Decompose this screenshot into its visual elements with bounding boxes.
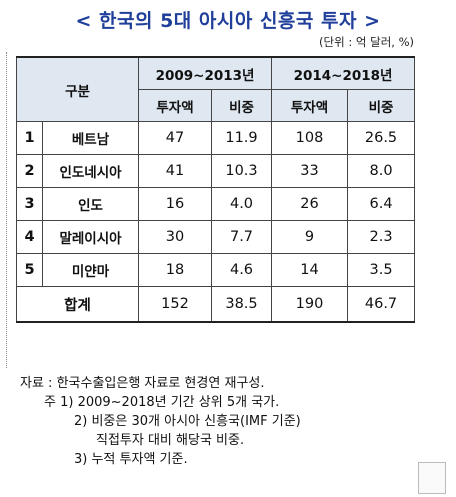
- row-investment-1: 41: [138, 154, 212, 188]
- note-2-line-1: 2) 비중은 30개 아시아 신흥국(IMF 기준): [74, 414, 301, 429]
- row-investment-2: 108: [271, 121, 349, 155]
- header-category: 구분: [16, 56, 139, 122]
- row-share-1: 7.7: [210, 220, 273, 254]
- table-row: 5 미얀마 18 4.6 14 3.5: [16, 253, 416, 287]
- row-country: 말레이시아: [42, 220, 139, 254]
- note-1: 주 1) 2009~2018년 기간 상위 5개 국가.: [44, 395, 280, 410]
- table-row: 1 베트남 47 11.9 108 26.5: [16, 121, 416, 155]
- table-row: 4 말레이시아 30 7.7 9 2.3: [16, 220, 416, 254]
- table-row: 2 인도네시아 41 10.3 33 8.0: [16, 154, 416, 188]
- row-share-2: 2.3: [347, 220, 416, 254]
- header-row-periods: 구분 2009~2013년 2014~2018년: [16, 56, 416, 122]
- total-share-1: 38.5: [210, 286, 273, 323]
- note-3: 3) 누적 투자액 기준.: [74, 452, 188, 467]
- row-investment-2: 33: [271, 154, 349, 188]
- row-share-1: 10.3: [210, 154, 273, 188]
- row-investment-1: 30: [138, 220, 212, 254]
- row-investment-2: 9: [271, 220, 349, 254]
- row-investment-1: 16: [138, 187, 212, 221]
- total-investment-2: 190: [271, 286, 349, 323]
- row-rank: 5: [16, 253, 43, 287]
- row-share-1: 4.6: [210, 253, 273, 287]
- row-country: 미얀마: [42, 253, 139, 287]
- row-investment-1: 18: [138, 253, 212, 287]
- header-row-metrics: 투자액 비중 투자액 비중: [17, 89, 416, 122]
- row-country: 베트남: [42, 121, 139, 155]
- row-investment-2: 26: [271, 187, 349, 221]
- total-share-2: 46.7: [347, 286, 416, 323]
- header-investment-1: 투자액: [138, 89, 212, 122]
- page-edge-divider: [0, 52, 7, 368]
- row-rank: 2: [16, 154, 43, 188]
- unit-label: (단위 : 억 달러, %): [319, 35, 414, 49]
- row-share-2: 8.0: [347, 154, 416, 188]
- row-rank: 3: [16, 187, 43, 221]
- row-share-1: 4.0: [210, 187, 273, 221]
- total-row: 합계 152 38.5 190 46.7: [16, 286, 416, 323]
- row-country: 인도: [42, 187, 139, 221]
- row-rank: 1: [16, 121, 43, 155]
- row-share-1: 11.9: [210, 121, 273, 155]
- total-investment-1: 152: [138, 286, 212, 323]
- header-share-2: 비중: [347, 89, 416, 122]
- source-note: 자료 : 한국수출입은행 자료로 현경연 재구성.: [20, 376, 265, 391]
- row-share-2: 3.5: [347, 253, 416, 287]
- row-investment-2: 14: [271, 253, 349, 287]
- row-investment-1: 47: [138, 121, 212, 155]
- corner-placeholder-box: [418, 462, 446, 494]
- footnotes: 자료 : 한국수출입은행 자료로 현경연 재구성. 주 1) 2009~2018…: [20, 374, 440, 469]
- table-row: 3 인도 16 4.0 26 6.4: [16, 187, 416, 221]
- row-share-2: 6.4: [347, 187, 416, 221]
- investment-table: 구분 2009~2013년 2014~2018년 투자액 비중 투자액 비중 1…: [16, 56, 416, 323]
- header-share-1: 비중: [210, 89, 273, 122]
- note-2-line-2: 직접투자 대비 해당국 비중.: [96, 433, 245, 448]
- row-share-2: 26.5: [347, 121, 416, 155]
- header-investment-2: 투자액: [271, 89, 349, 122]
- header-period-1: 2009~2013년: [137, 56, 273, 90]
- row-country: 인도네시아: [42, 154, 139, 188]
- row-rank: 4: [16, 220, 43, 254]
- header-period-2: 2014~2018년: [271, 56, 416, 90]
- total-label: 합계: [16, 286, 139, 323]
- table-title: < 한국의 5대 아시아 신흥국 투자 >: [75, 10, 381, 32]
